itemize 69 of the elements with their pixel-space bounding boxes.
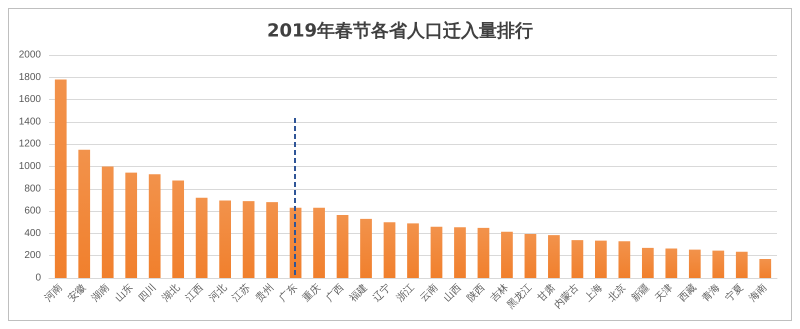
bar [266, 202, 278, 278]
x-tick-label: 北京 [606, 281, 628, 304]
y-tick-label: 1800 [18, 72, 42, 83]
x-tick-label: 山西 [441, 281, 464, 304]
x-tick-label: 重庆 [300, 281, 323, 304]
bar [54, 80, 67, 278]
x-tick-label: 山东 [112, 281, 136, 304]
y-tick-label: 2000 [18, 50, 42, 60]
x-tick-label: 宁夏 [723, 281, 746, 304]
bar [242, 201, 254, 278]
x-tick-label: 新疆 [629, 281, 652, 304]
bar [430, 226, 442, 278]
bar [125, 172, 138, 278]
x-tick-label: 西藏 [676, 281, 699, 304]
bar [313, 208, 325, 278]
bar [407, 223, 419, 278]
bar [336, 215, 348, 278]
bar [665, 248, 678, 278]
x-tick-label: 天津 [652, 281, 676, 304]
x-tick-label: 海南 [746, 281, 770, 304]
x-tick-label: 贵州 [253, 281, 276, 304]
y-tick-label: 1600 [18, 94, 42, 106]
x-tick-label: 河南 [42, 281, 65, 304]
y-tick-label: 0 [35, 272, 42, 284]
x-tick-label: 湖北 [159, 281, 182, 304]
bar [524, 234, 536, 278]
bar [618, 241, 630, 278]
bar [172, 180, 184, 278]
y-tick-label: 400 [24, 228, 42, 239]
y-tick-label: 800 [24, 183, 42, 194]
x-tick-label: 上海 [582, 281, 605, 304]
bar [454, 227, 466, 278]
bar [759, 259, 772, 278]
bar [501, 232, 513, 278]
bar [219, 200, 231, 278]
x-tick-label: 辽宁 [370, 281, 394, 304]
x-tick-label: 安徽 [65, 281, 88, 304]
x-tick-label: 广东 [276, 281, 300, 304]
x-tick-label: 云南 [418, 281, 440, 304]
y-tick-label: 200 [24, 250, 42, 262]
bar [642, 248, 654, 278]
bar [478, 228, 490, 278]
bar [572, 240, 584, 278]
bar [360, 218, 372, 278]
y-tick-label: 1200 [18, 138, 42, 150]
x-tick-label: 福建 [347, 281, 370, 304]
x-tick-label: 江西 [182, 281, 206, 304]
x-tick-label: 浙江 [394, 281, 417, 304]
y-tick-label: 600 [24, 206, 42, 217]
bar [384, 222, 396, 278]
y-tick-label: 1400 [18, 116, 42, 128]
bar [595, 240, 607, 278]
bar [548, 235, 560, 278]
bar [196, 198, 208, 278]
bar [712, 250, 724, 278]
bar [688, 250, 701, 278]
bar [736, 252, 748, 278]
x-tick-label: 四川 [136, 281, 159, 304]
y-tick-label: 1000 [18, 161, 42, 172]
bar [78, 150, 90, 278]
x-tick-label: 湖南 [88, 281, 112, 304]
bar [102, 166, 114, 278]
x-tick-label: 广西 [324, 281, 346, 304]
x-tick-label: 河北 [206, 281, 230, 304]
x-tick-label: 青海 [700, 281, 722, 304]
x-tick-label: 陕西 [464, 281, 488, 304]
x-tick-label: 江苏 [230, 281, 252, 304]
bar [148, 174, 161, 278]
chart-title: 2019年春节各省人口迁入量排行 [266, 20, 534, 42]
